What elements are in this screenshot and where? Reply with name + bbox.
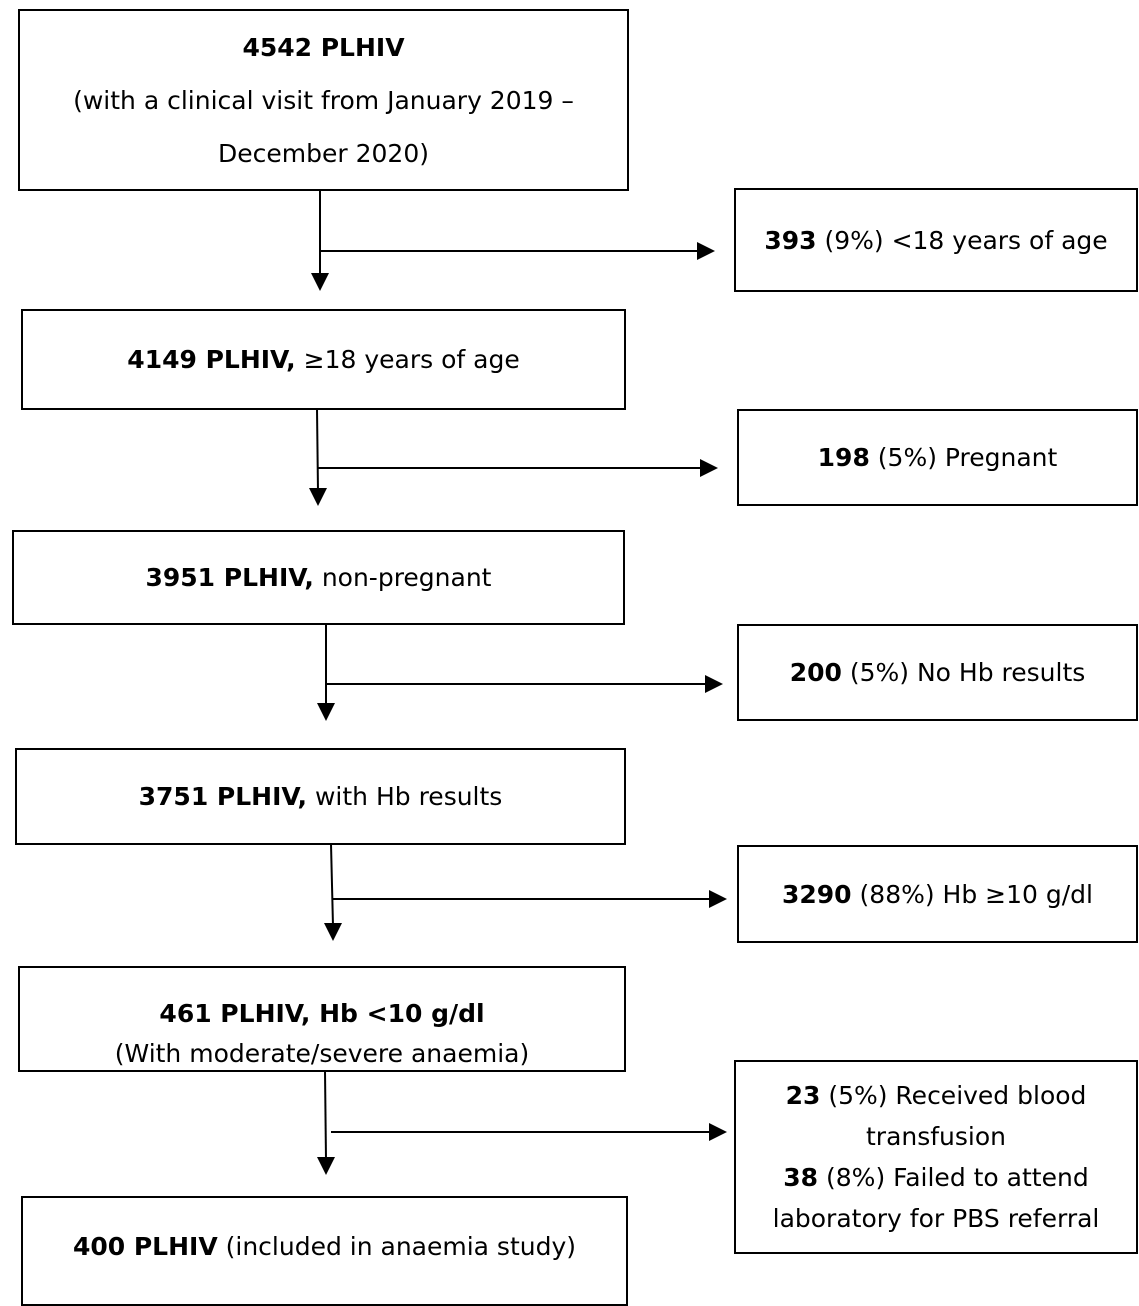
box-with-hb: 3751 PLHIV, with Hb results [15, 748, 626, 845]
anaemia-line1: 461 PLHIV, Hb <10 g/dl [159, 999, 485, 1028]
down-arrowhead-2 [309, 488, 327, 506]
box-anaemia: 461 PLHIV, Hb <10 g/dl (With moderate/se… [18, 966, 626, 1072]
down-arrow-4 [330, 843, 334, 927]
box-included: 400 PLHIV (included in anaemia study) [21, 1196, 628, 1306]
side-arrowhead-1 [697, 242, 715, 260]
box-non-pregnant: 3951 PLHIV, non-pregnant [12, 530, 625, 625]
excl-referral-line2: laboratory for PBS referral [772, 1204, 1100, 1233]
total-plhiv-line1: 4542 PLHIV [242, 32, 405, 62]
adults-line: 4149 PLHIV, ≥18 years of age [127, 345, 520, 374]
excl-under-18-line: 393 (9%) <18 years of age [764, 225, 1108, 255]
non-pregnant-line: 3951 PLHIV, non-pregnant [145, 563, 492, 592]
excl-transfusion-line1: 23 (5%) Received blood [785, 1081, 1087, 1110]
with-hb-line: 3751 PLHIV, with Hb results [138, 782, 503, 811]
down-arrowhead-4 [324, 923, 342, 941]
down-arrow-2 [316, 408, 319, 493]
box-excl-no-hb: 200 (5%) No Hb results [737, 624, 1138, 721]
box-adults: 4149 PLHIV, ≥18 years of age [21, 309, 626, 410]
side-arrowhead-2 [700, 459, 718, 477]
side-arrowhead-4 [709, 890, 727, 908]
box-excl-under-18: 393 (9%) <18 years of age [734, 188, 1138, 292]
down-arrowhead-5 [317, 1157, 335, 1175]
box-excl-pregnant: 198 (5%) Pregnant [737, 409, 1138, 506]
down-arrow-5 [324, 1070, 327, 1161]
total-plhiv-line3: December 2020) [218, 138, 429, 168]
down-arrowhead-1 [311, 273, 329, 291]
excl-referral-line1: 38 (8%) Failed to attend [783, 1163, 1089, 1192]
excl-no-hb-line: 200 (5%) No Hb results [789, 658, 1086, 687]
down-arrowhead-3 [317, 703, 335, 721]
side-arrowhead-5 [709, 1123, 727, 1141]
total-plhiv-line2: (with a clinical visit from January 2019… [73, 85, 574, 115]
side-arrowhead-3 [705, 675, 723, 693]
anaemia-line2: (With moderate/severe anaemia) [114, 1039, 530, 1068]
excl-transfusion-line2: transfusion [865, 1122, 1007, 1151]
excl-hb-normal-line: 3290 (88%) Hb ≥10 g/dl [782, 879, 1093, 909]
box-excl-transfusion-referral: 23 (5%) Received blood transfusion 38 (8… [734, 1060, 1138, 1254]
box-excl-hb-normal: 3290 (88%) Hb ≥10 g/dl [737, 845, 1138, 943]
excl-pregnant-line: 198 (5%) Pregnant [817, 443, 1058, 472]
box-total-plhiv: 4542 PLHIV (with a clinical visit from J… [18, 9, 629, 191]
included-line: 400 PLHIV (included in anaemia study) [72, 1232, 577, 1261]
